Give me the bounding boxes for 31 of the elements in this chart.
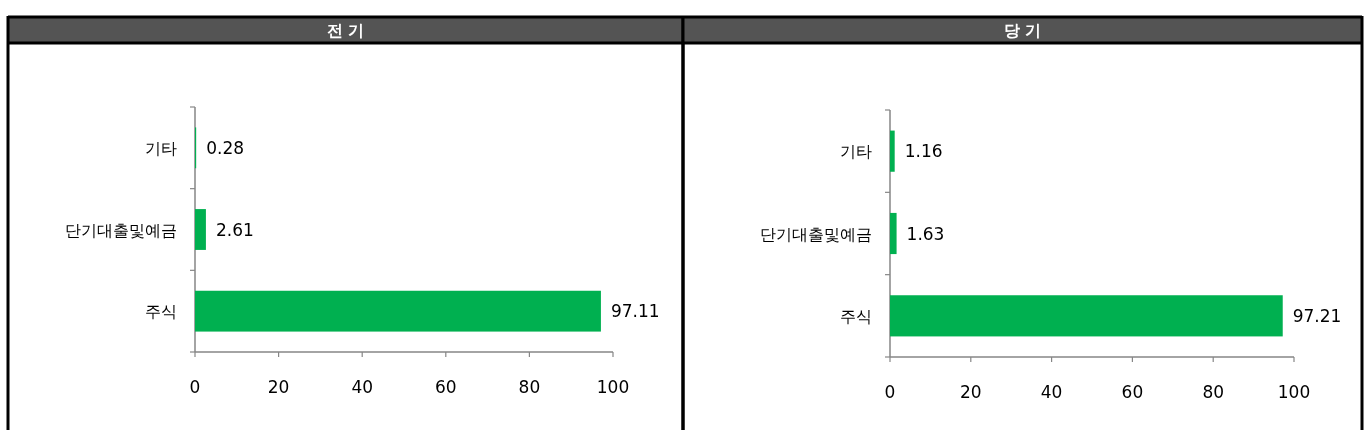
y-tick-label: 주식	[145, 302, 177, 322]
chart-title: 전 기	[326, 21, 365, 40]
x-tick-label: 80	[518, 377, 541, 397]
bar	[890, 130, 895, 172]
chart-title: 당 기	[1003, 21, 1042, 40]
y-tick-label: 단기대출및예금	[760, 224, 872, 244]
x-tick-label: 20	[267, 377, 290, 397]
x-tick-label: 80	[1202, 382, 1225, 402]
x-tick-label: 0	[189, 377, 201, 397]
x-tick-label: 40	[1040, 382, 1063, 402]
bar	[195, 209, 206, 250]
data-label: 97.11	[610, 301, 660, 322]
data-label: 1.16	[904, 141, 943, 162]
y-tick-label: 기타	[840, 142, 872, 162]
x-tick-label: 0	[884, 382, 896, 402]
bar	[890, 295, 1283, 337]
y-tick-label: 기타	[145, 138, 177, 158]
data-label: 97.21	[1292, 305, 1342, 326]
bar	[890, 212, 897, 255]
x-tick-label: 60	[434, 377, 457, 397]
data-label: 1.63	[906, 223, 945, 244]
x-tick-label: 40	[351, 377, 374, 397]
data-label: 2.61	[215, 219, 254, 240]
x-tick-label: 100	[1277, 382, 1311, 402]
bar	[195, 290, 601, 332]
y-tick-label: 주식	[840, 306, 872, 326]
data-label: 0.28	[206, 137, 245, 158]
x-tick-label: 60	[1121, 382, 1144, 402]
x-tick-label: 100	[596, 377, 630, 397]
y-tick-label: 단기대출및예금	[65, 220, 177, 240]
x-tick-label: 20	[959, 382, 982, 402]
